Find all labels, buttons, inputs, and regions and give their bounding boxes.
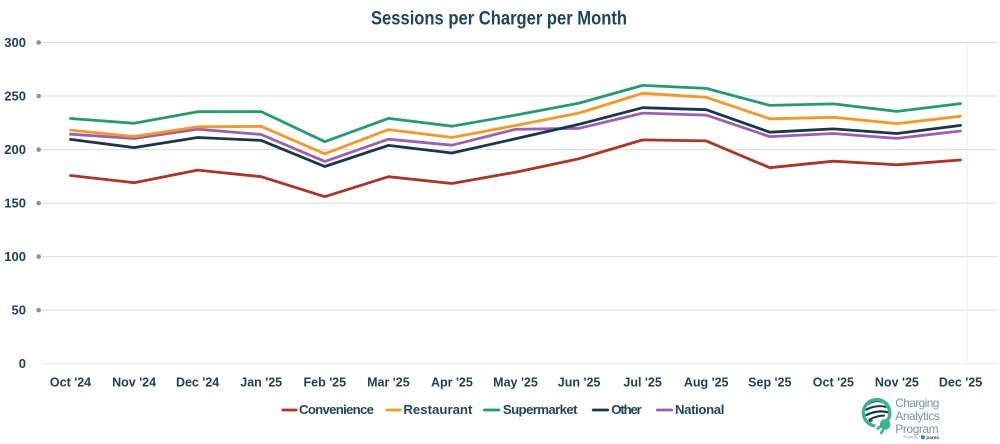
svg-text:Nov '25: Nov '25 xyxy=(875,376,919,390)
svg-text:Aug '25: Aug '25 xyxy=(684,376,729,390)
svg-text:Charging: Charging xyxy=(895,396,939,410)
svg-text:250: 250 xyxy=(4,89,26,104)
svg-text:Powered by: Powered by xyxy=(904,434,927,439)
svg-text:Jan '25: Jan '25 xyxy=(240,376,282,390)
svg-text:Jul '25: Jul '25 xyxy=(623,376,661,390)
svg-text:Jun '25: Jun '25 xyxy=(558,376,601,390)
svg-text:Analytics: Analytics xyxy=(895,409,940,423)
svg-text:Dec '25: Dec '25 xyxy=(939,376,982,390)
svg-text:Dec '24: Dec '24 xyxy=(176,376,219,390)
svg-text:Apr '25: Apr '25 xyxy=(431,376,473,390)
svg-text:150: 150 xyxy=(4,196,26,211)
svg-text:Program: Program xyxy=(895,422,938,436)
svg-text:300: 300 xyxy=(4,35,26,50)
svg-text:Mar '25: Mar '25 xyxy=(367,376,410,390)
svg-text:Other: Other xyxy=(611,402,642,417)
svg-text:paren: paren xyxy=(926,435,939,441)
svg-text:50: 50 xyxy=(12,303,26,318)
svg-text:Oct '25: Oct '25 xyxy=(813,376,854,390)
svg-text:0: 0 xyxy=(19,356,26,371)
svg-text:Oct '24: Oct '24 xyxy=(50,376,91,390)
svg-text:Feb '25: Feb '25 xyxy=(304,376,347,390)
svg-text:Nov '24: Nov '24 xyxy=(112,376,156,390)
svg-text:Supermarket: Supermarket xyxy=(503,402,578,417)
svg-text:May '25: May '25 xyxy=(493,376,538,390)
svg-text:Restaurant: Restaurant xyxy=(403,402,473,417)
svg-text:100: 100 xyxy=(4,249,26,264)
svg-text:National: National xyxy=(675,402,724,417)
svg-text:Sep '25: Sep '25 xyxy=(748,376,791,390)
svg-text:Sessions per Charger per Month: Sessions per Charger per Month xyxy=(371,8,627,30)
svg-text:Convenience: Convenience xyxy=(299,402,374,417)
svg-text:200: 200 xyxy=(4,142,26,157)
